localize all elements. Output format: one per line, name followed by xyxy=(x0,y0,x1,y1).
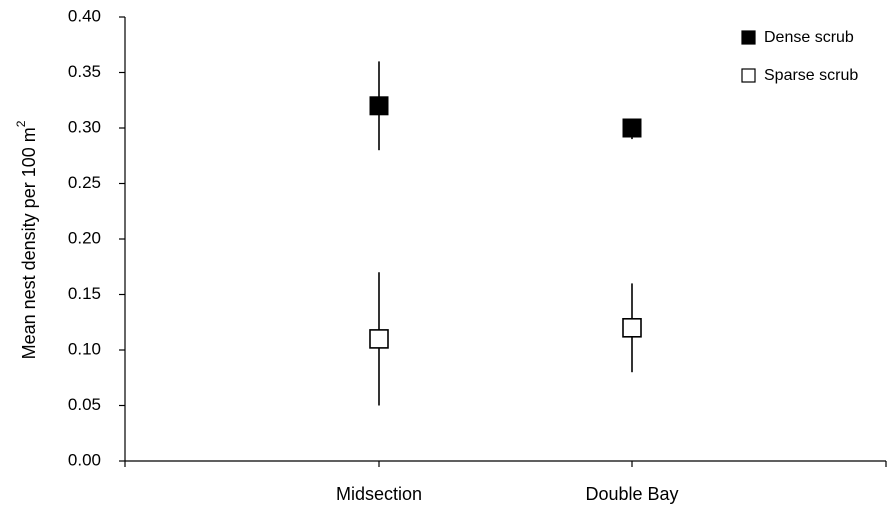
x-category-label: Midsection xyxy=(336,484,422,504)
y-axis-label-superscript: 2 xyxy=(14,120,28,127)
y-tick-label: 0.15 xyxy=(68,284,101,303)
y-tick-label: 0.40 xyxy=(68,6,101,25)
y-tick-label: 0.05 xyxy=(68,395,101,414)
legend-label: Dense scrub xyxy=(764,29,854,46)
y-tick-label: 0.10 xyxy=(68,339,101,358)
legend-marker xyxy=(741,30,756,45)
y-axis-label: Mean nest density per 100 m2 xyxy=(14,120,39,359)
sparse-scrub-point xyxy=(369,329,389,349)
y-tick-label: 0.30 xyxy=(68,117,101,136)
sparse-scrub-point xyxy=(622,317,642,338)
dense-scrub-point xyxy=(369,96,389,116)
dense-scrub-point xyxy=(622,118,642,138)
y-tick-label: 0.20 xyxy=(68,228,101,247)
svg-text:Mean nest density per 100 m2: Mean nest density per 100 m2 xyxy=(14,120,39,359)
y-tick-label: 0.25 xyxy=(68,173,101,192)
y-tick-label: 0.00 xyxy=(68,450,101,469)
y-tick-label: 0.35 xyxy=(68,62,101,81)
y-axis-label-text: Mean nest density per 100 m xyxy=(19,127,39,359)
legend-label: Sparse scrub xyxy=(764,67,858,84)
x-category-label: Double Bay xyxy=(585,484,678,504)
legend-marker xyxy=(741,68,756,83)
